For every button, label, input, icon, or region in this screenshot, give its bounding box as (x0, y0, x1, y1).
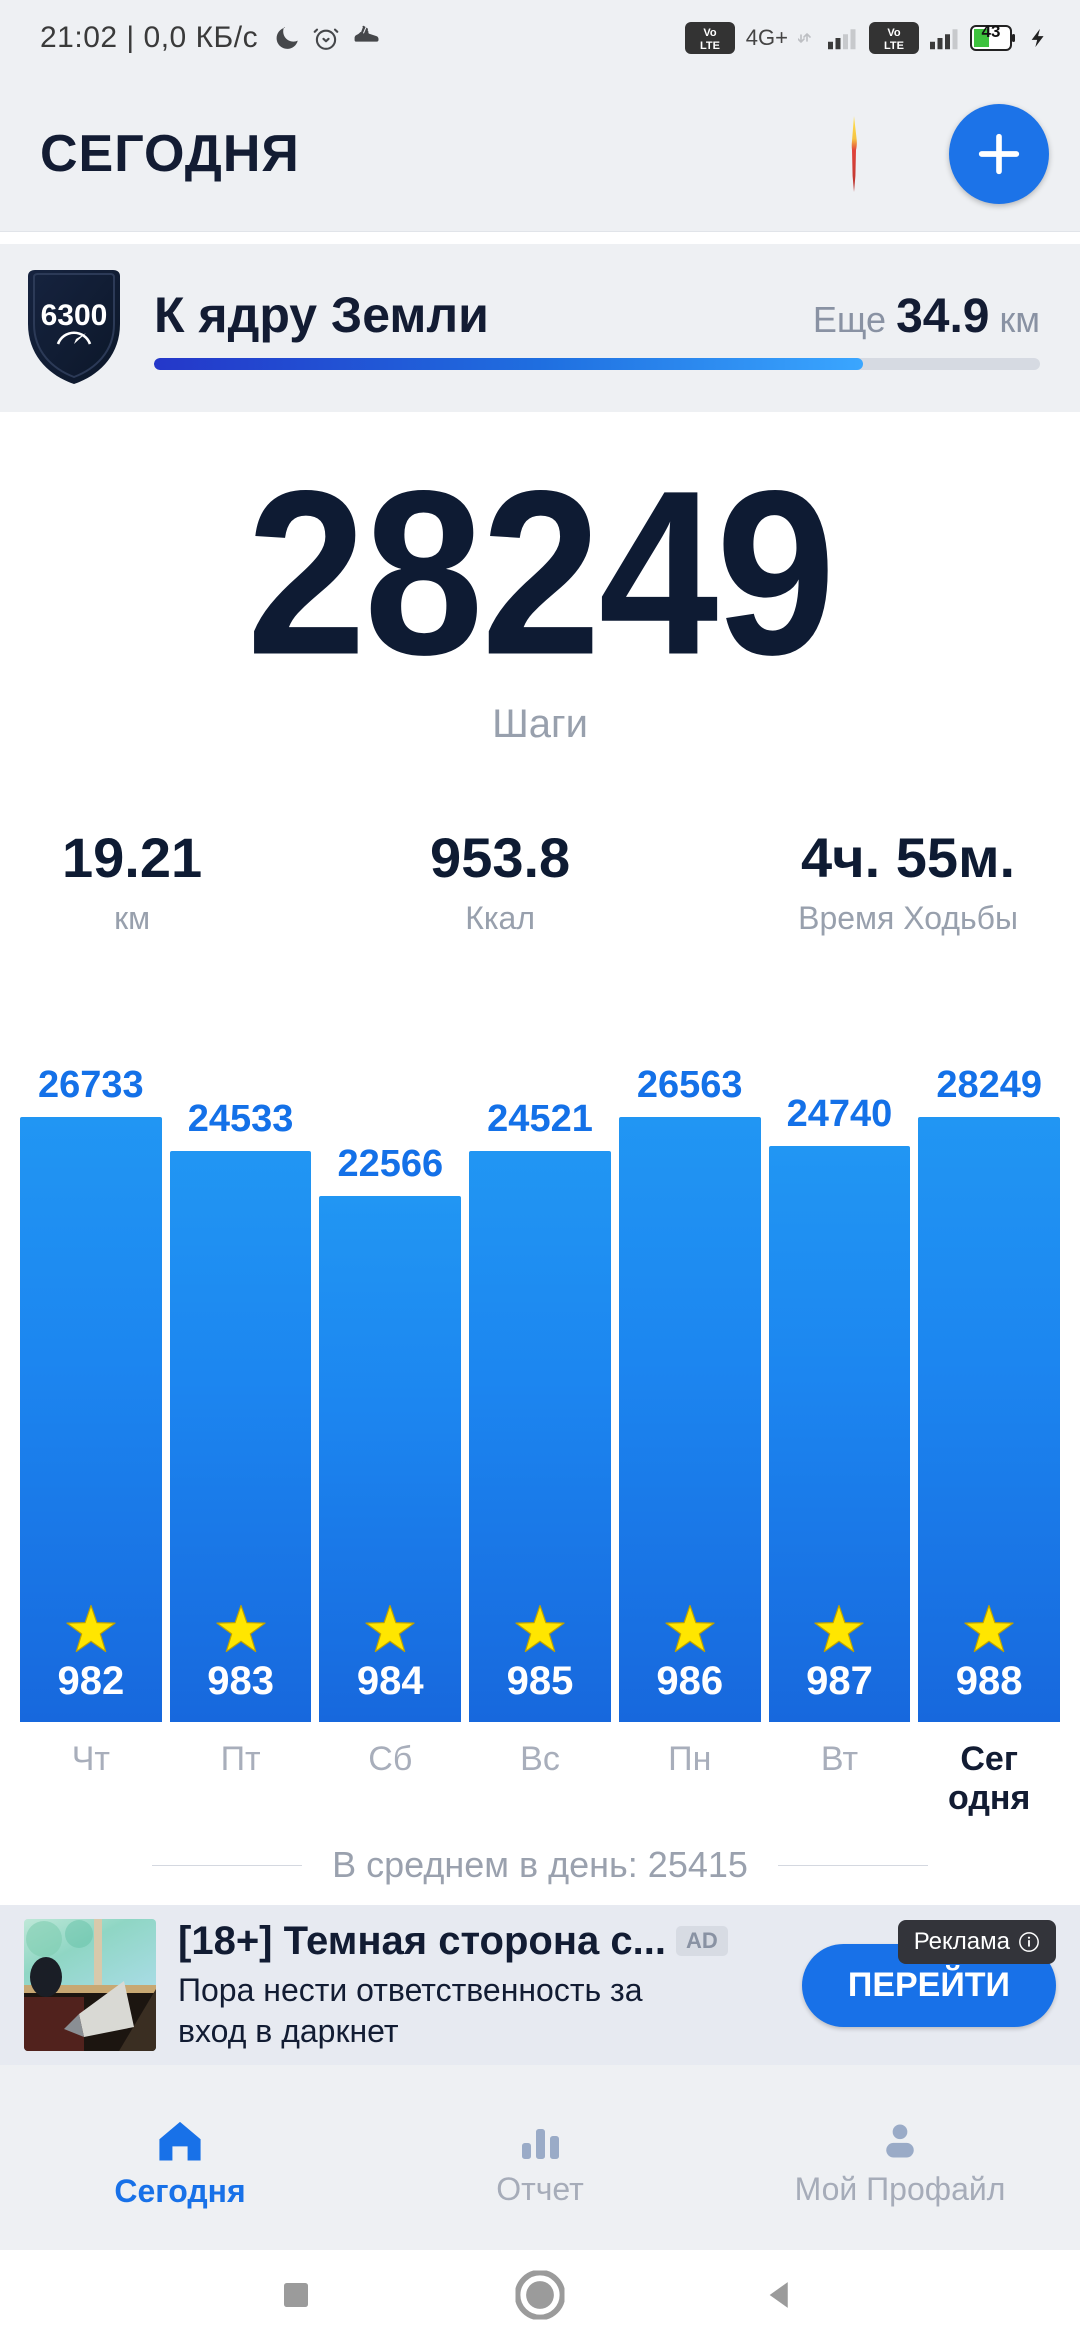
svg-text:6300: 6300 (41, 299, 108, 332)
svg-text:Vo: Vo (887, 27, 901, 39)
svg-text:LTE: LTE (884, 40, 904, 52)
svg-text:Vo: Vo (703, 27, 717, 39)
svg-text:LTE: LTE (700, 40, 720, 52)
